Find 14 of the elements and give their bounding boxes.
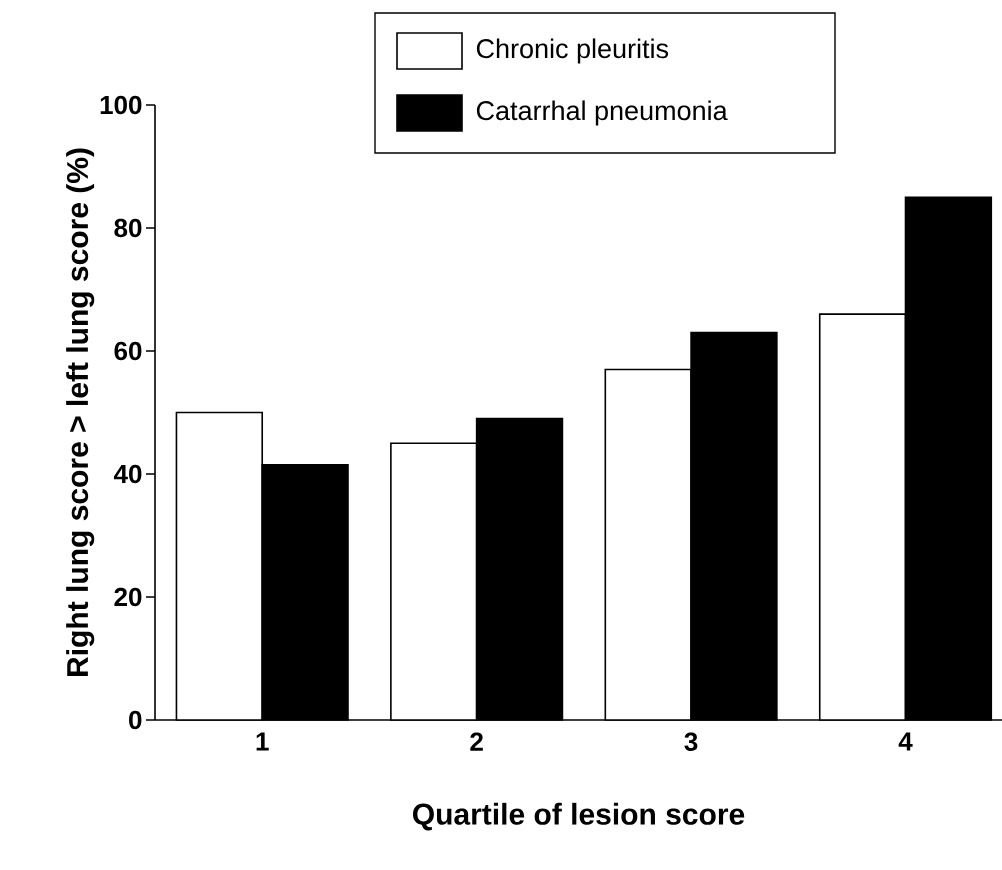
x-tick-label: 3: [684, 732, 698, 751]
y-tick-label: 60: [114, 341, 142, 361]
y-tick-label: 0: [129, 710, 142, 730]
y-tick-label: 40: [113, 464, 142, 484]
y-axis-title: Right lung score > left lung score (%): [66, 148, 95, 676]
x-tick-label: 1: [256, 732, 269, 751]
x-axis-title: Quartile of lesion score: [413, 802, 745, 831]
legend-label: Catarrhal pneumonia: [476, 100, 728, 126]
y-tick-label: 20: [114, 587, 142, 607]
x-tick-label: 4: [898, 732, 913, 751]
y-tick-label: 80: [114, 218, 142, 238]
legend-label: Chronic pleuritis: [476, 38, 669, 64]
y-tick-label: 100: [100, 95, 142, 115]
x-tick-label: 2: [470, 732, 483, 751]
